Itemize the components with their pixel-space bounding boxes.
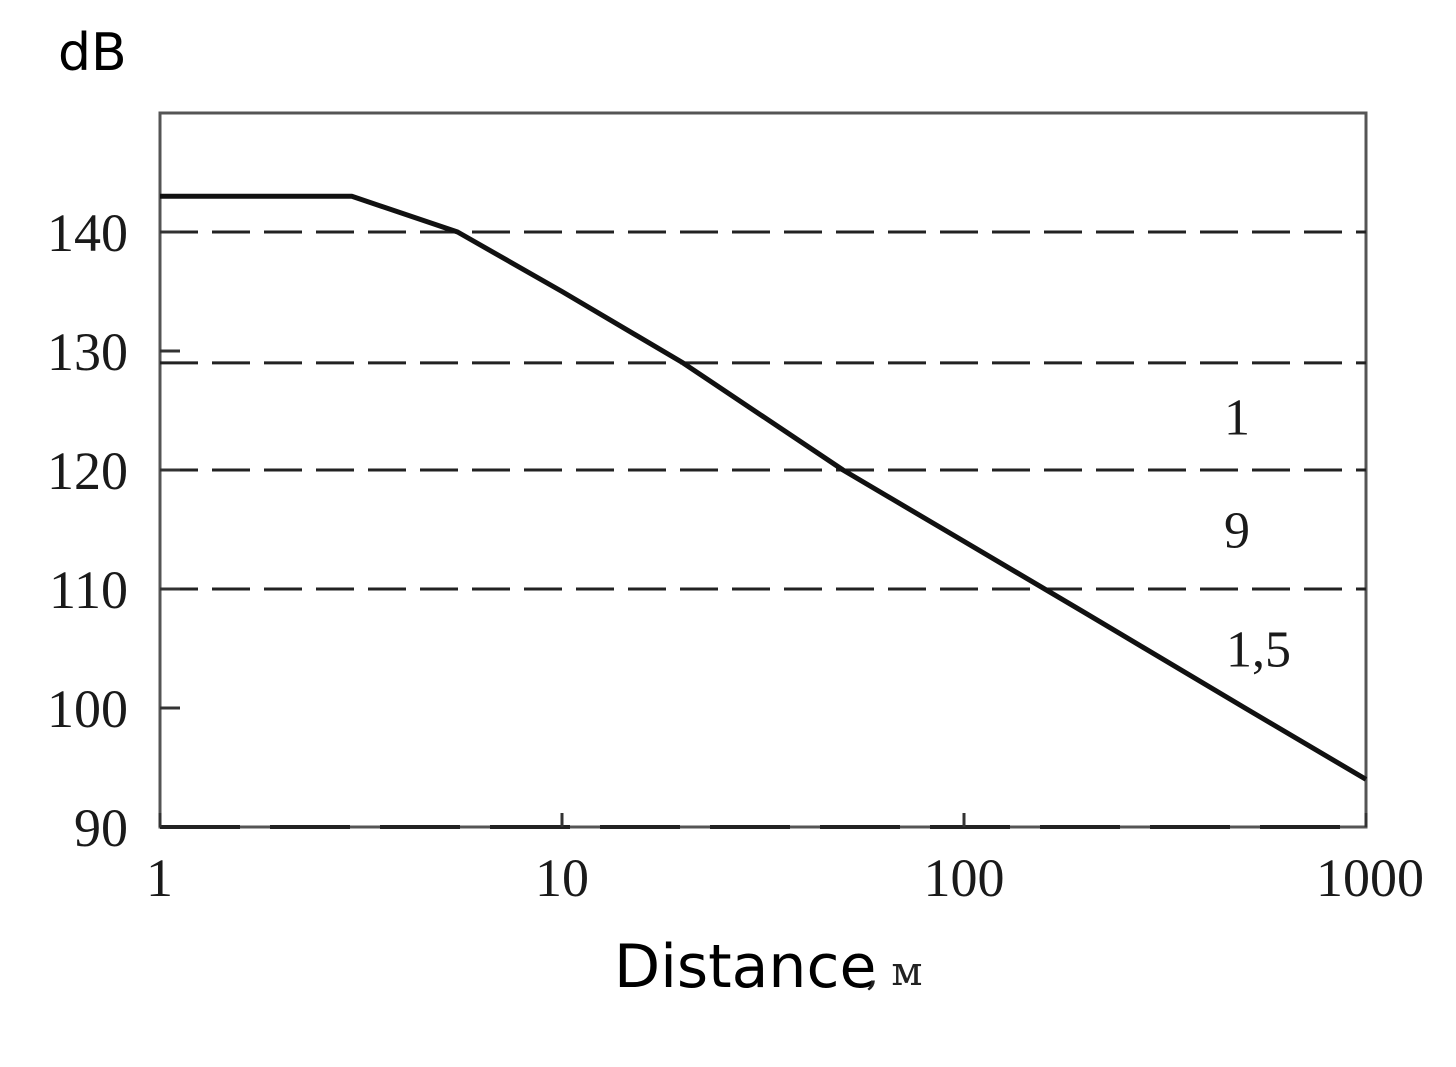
y-tick-label: 130 bbox=[47, 322, 128, 382]
series-line-0 bbox=[160, 193, 1368, 782]
x-tick-label: 1 bbox=[146, 848, 173, 908]
annotation-label-2: 1,5 bbox=[1226, 622, 1291, 679]
x-tick-label: 1000 bbox=[1316, 848, 1424, 908]
x-axis: 1 10 100 1000 bbox=[146, 813, 1424, 908]
series-group bbox=[160, 193, 1368, 782]
reference-lines bbox=[160, 230, 1366, 591]
x-tick-label: 100 bbox=[924, 848, 1005, 908]
annotations: 191,5 bbox=[1224, 389, 1291, 678]
y-axis: 90 100 110 120 130 140 bbox=[47, 203, 180, 858]
y-tick-label: 120 bbox=[47, 441, 128, 501]
annotation-label-1: 9 bbox=[1224, 503, 1250, 560]
y-tick-label: 140 bbox=[47, 203, 128, 263]
x-axis-unit: , м bbox=[866, 949, 923, 995]
y-tick-label: 110 bbox=[49, 560, 128, 620]
x-tick-label: 10 bbox=[535, 848, 589, 908]
y-axis-label: dB bbox=[58, 23, 127, 83]
y-tick-label: 90 bbox=[74, 798, 128, 858]
x-axis-label: Distance bbox=[614, 932, 876, 1002]
annotation-label-0: 1 bbox=[1224, 389, 1250, 446]
y-tick-label: 100 bbox=[47, 679, 128, 739]
